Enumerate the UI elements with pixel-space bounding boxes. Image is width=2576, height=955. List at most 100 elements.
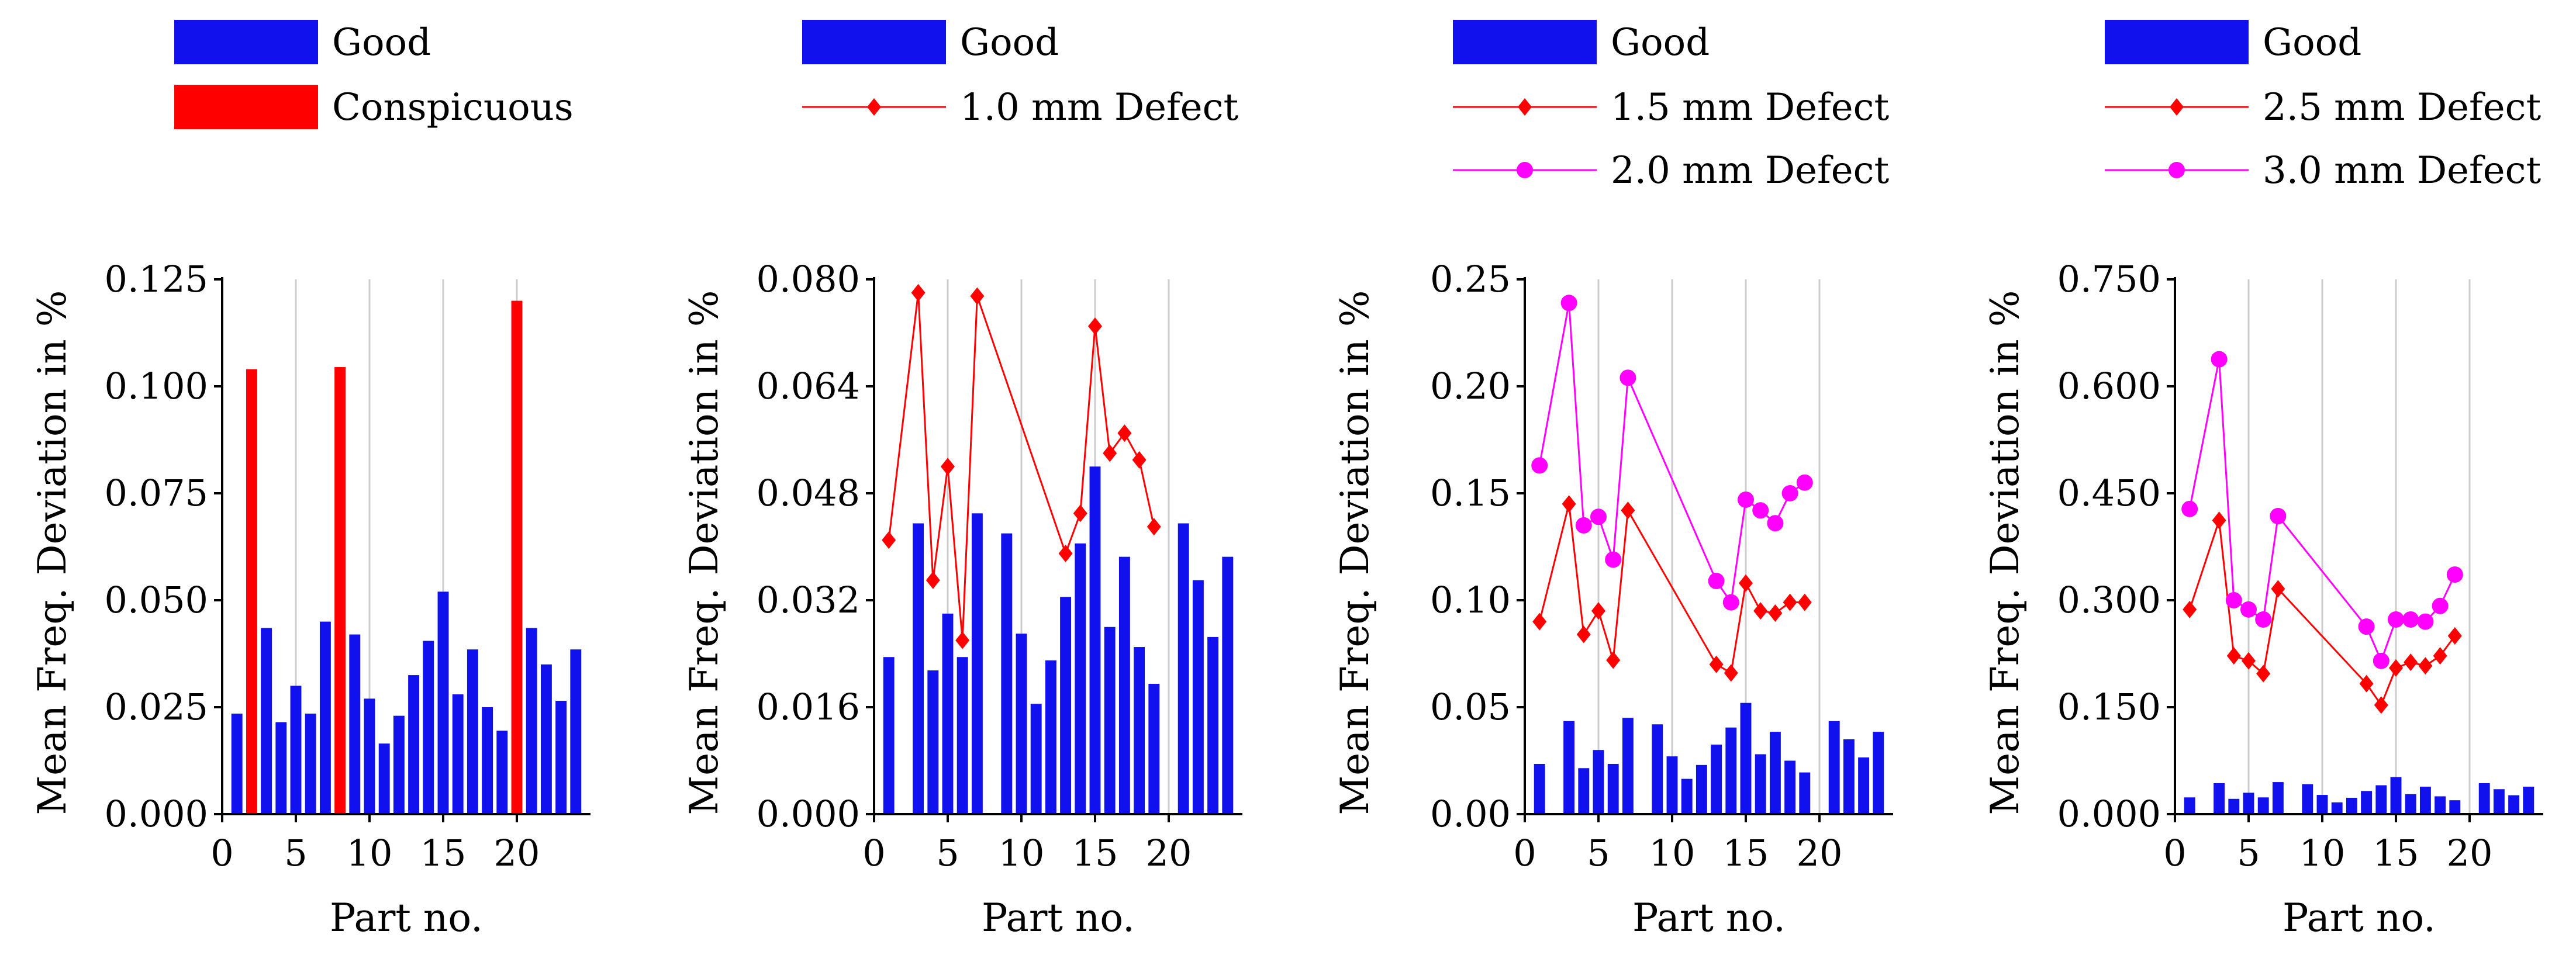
x-tick-label: 5 bbox=[2237, 832, 2260, 874]
bar bbox=[482, 707, 493, 814]
x-axis-label: Part no. bbox=[2283, 895, 2436, 940]
x-tick-label: 15 bbox=[2373, 832, 2419, 874]
bar bbox=[927, 670, 939, 814]
bar bbox=[1030, 704, 1042, 814]
y-tick-label: 0.10 bbox=[1430, 579, 1511, 621]
x-tick-label: 20 bbox=[2447, 832, 2493, 874]
data-point-circle bbox=[1605, 551, 1622, 568]
y-tick-label: 0.000 bbox=[2057, 793, 2161, 835]
data-point-circle bbox=[2270, 508, 2287, 525]
legend-marker-circle bbox=[2168, 162, 2185, 178]
data-point-diamond bbox=[1724, 664, 1738, 682]
data-point-circle bbox=[1590, 508, 1607, 525]
data-point-diamond bbox=[2447, 627, 2462, 645]
bar bbox=[1740, 703, 1752, 814]
bar bbox=[423, 641, 434, 814]
bar bbox=[290, 686, 302, 814]
bar bbox=[2523, 787, 2534, 814]
bar bbox=[2346, 797, 2357, 814]
data-point-circle bbox=[2225, 592, 2242, 608]
data-point-circle bbox=[2255, 611, 2272, 628]
bar bbox=[1843, 739, 1855, 814]
data-point-diamond bbox=[1606, 651, 1621, 669]
bar bbox=[1858, 757, 1870, 814]
data-point-diamond bbox=[2212, 511, 2226, 530]
y-tick-label: 0.20 bbox=[1430, 365, 1511, 407]
bar bbox=[1711, 745, 1722, 814]
data-point-diamond bbox=[2404, 653, 2418, 672]
data-point-circle bbox=[1722, 594, 1739, 611]
bar bbox=[1060, 597, 1072, 814]
bar bbox=[1207, 636, 1219, 814]
data-point-diamond bbox=[955, 631, 970, 649]
legend-swatch-bar bbox=[2105, 20, 2249, 64]
bar bbox=[1769, 732, 1781, 814]
x-tick-label: 20 bbox=[1146, 832, 1192, 874]
bar bbox=[1563, 721, 1575, 814]
bar bbox=[1075, 543, 1086, 814]
bar bbox=[393, 715, 405, 814]
bar bbox=[555, 701, 567, 814]
data-point-circle bbox=[1620, 369, 1636, 386]
bar bbox=[570, 649, 582, 814]
data-point-circle bbox=[2211, 351, 2228, 368]
bar bbox=[408, 675, 420, 814]
data-point-diamond bbox=[1797, 593, 1812, 611]
bar bbox=[452, 694, 464, 814]
legend: Good 2.5 mm Defect 3.0 mm Defect bbox=[2105, 20, 2541, 192]
legend-label: Good bbox=[2263, 21, 2361, 64]
legend-marker-circle bbox=[1517, 162, 1533, 178]
y-tick-label: 0.750 bbox=[2057, 258, 2161, 300]
x-tick-label: 15 bbox=[1723, 832, 1769, 874]
y-axis-label: Mean Freq. Deviation in % bbox=[1332, 290, 1377, 815]
bar bbox=[1607, 763, 1619, 814]
bar bbox=[2272, 782, 2284, 814]
data-point-diamond bbox=[911, 283, 926, 302]
data-point-circle bbox=[2358, 618, 2375, 635]
bar bbox=[1593, 750, 1604, 814]
bar bbox=[1652, 724, 1663, 814]
data-point-diamond bbox=[926, 571, 940, 589]
y-axis-label: Mean Freq. Deviation in % bbox=[682, 290, 727, 815]
chart-panel-4: 0.000 0.150 0.300 0.450 0.600 0.750 0 5 10 15 20 Pa… bbox=[1983, 20, 2543, 940]
data-point-diamond bbox=[1739, 574, 1753, 592]
bar bbox=[883, 657, 895, 814]
legend-marker-diamond bbox=[2170, 98, 2184, 116]
legend-swatch-bar bbox=[802, 20, 946, 64]
data-point-diamond bbox=[2226, 647, 2241, 665]
bar bbox=[246, 369, 257, 814]
bar bbox=[2257, 797, 2269, 814]
data-point-diamond bbox=[1709, 655, 1724, 673]
legend-label: 1.0 mm Defect bbox=[960, 86, 1238, 129]
bar bbox=[971, 513, 983, 814]
data-point-circle bbox=[1752, 502, 1769, 519]
bar bbox=[2243, 793, 2254, 814]
y-tick-label: 0.450 bbox=[2057, 472, 2161, 514]
data-point-diamond bbox=[1753, 602, 1768, 620]
legend-swatch-bar bbox=[174, 85, 318, 129]
chart-panel-1: 0.000 0.025 0.050 0.075 0.100 0.125 0 5 10 15 20 Pa… bbox=[30, 20, 591, 940]
bar bbox=[305, 713, 316, 814]
data-point-diamond bbox=[1132, 451, 1147, 469]
bar bbox=[526, 628, 537, 814]
data-point-diamond bbox=[2256, 665, 2271, 683]
data-point-circle bbox=[1767, 515, 1784, 532]
bar bbox=[349, 634, 361, 814]
bar bbox=[1089, 466, 1101, 814]
data-point-diamond bbox=[1621, 501, 1635, 520]
y-tick-label: 0.000 bbox=[105, 793, 209, 835]
bar bbox=[2316, 795, 2328, 814]
bar bbox=[2390, 777, 2402, 814]
y-tick-label: 0.000 bbox=[757, 793, 861, 835]
x-tick-label: 10 bbox=[999, 832, 1045, 874]
x-tick-label: 5 bbox=[936, 832, 959, 874]
x-axis-label: Part no. bbox=[982, 895, 1135, 940]
y-tick-label: 0.016 bbox=[757, 686, 861, 728]
x-tick-label: 0 bbox=[1513, 832, 1536, 874]
data-point-circle bbox=[2181, 500, 2198, 517]
bar bbox=[540, 664, 552, 814]
chart-panel-3: 0.00 0.05 0.10 0.15 0.20 0.25 0 5 10 15 20 Part no.… bbox=[1332, 20, 1893, 940]
x-tick-label: 10 bbox=[347, 832, 393, 874]
data-point-diamond bbox=[2359, 674, 2374, 693]
legend-label: 2.0 mm Defect bbox=[1611, 149, 1889, 192]
